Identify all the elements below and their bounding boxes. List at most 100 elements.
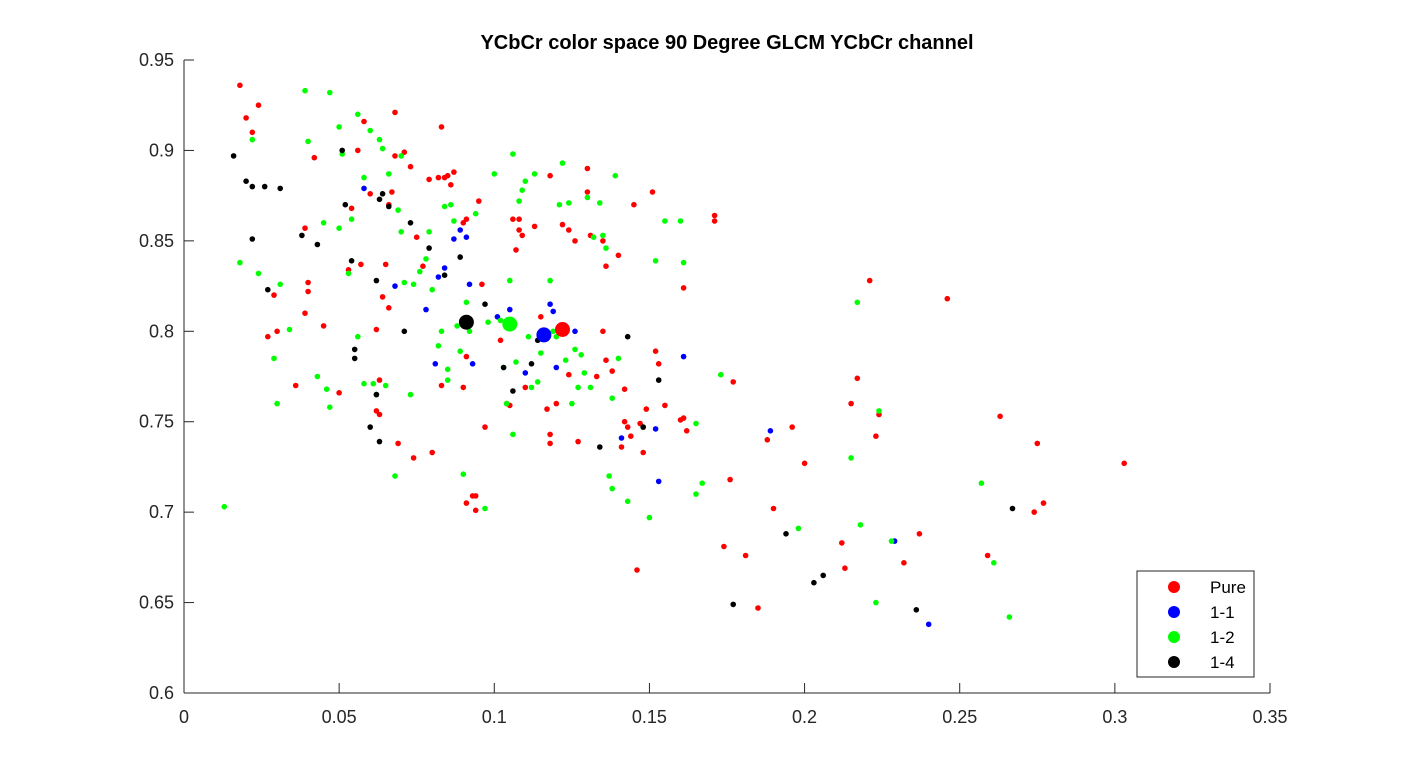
point-1-4-3 (249, 236, 256, 242)
point-Pure-65 (519, 232, 525, 239)
point-1-2-105 (693, 491, 699, 497)
point-1-2-62 (510, 431, 516, 438)
point-1-4-18 (376, 196, 383, 203)
point-1-2-102 (662, 218, 668, 224)
point-1-1-1 (392, 283, 398, 289)
point-Pure-111 (730, 379, 736, 385)
point-1-2-54 (472, 210, 479, 217)
point-Pure-46 (451, 169, 457, 175)
point-1-4-19 (379, 191, 386, 197)
point-1-2-29 (382, 382, 389, 389)
point-1-2-101 (652, 258, 659, 264)
point-1-4-34 (655, 377, 662, 383)
point-1-2-95 (609, 395, 615, 402)
legend-marker-1-1 (1168, 606, 1180, 618)
point-Pure-128 (984, 552, 991, 559)
y-tick-label: 0.85 (139, 231, 174, 251)
point-Pure-109 (721, 543, 727, 550)
point-1-2-117 (991, 560, 997, 566)
point-Pure-125 (901, 560, 907, 566)
point-Pure-51 (463, 500, 470, 506)
point-Pure-57 (482, 424, 488, 430)
point-Pure-102 (662, 402, 668, 409)
point-Pure-11 (302, 310, 308, 317)
y-tick-label: 0.95 (139, 50, 174, 70)
point-Pure-112 (742, 552, 749, 559)
point-1-2-103 (677, 218, 684, 224)
point-1-2-37 (410, 281, 417, 288)
point-1-2-36 (407, 391, 414, 398)
y-tick-label: 0.65 (139, 593, 174, 613)
point-1-2-69 (528, 384, 535, 391)
point-Pure-86 (603, 357, 609, 364)
legend-marker-1-4 (1168, 656, 1180, 668)
point-Pure-62 (513, 247, 519, 253)
point-1-4-2 (249, 183, 256, 190)
point-1-2-9 (305, 138, 311, 145)
point-1-2-63 (510, 151, 516, 157)
point-1-2-109 (795, 525, 802, 532)
point-Pure-83 (600, 238, 606, 244)
point-Pure-29 (389, 189, 395, 195)
point-1-2-81 (566, 200, 572, 206)
point-1-4-23 (426, 245, 432, 251)
point-Pure-120 (848, 400, 854, 407)
point-1-2-104 (680, 259, 687, 266)
point-1-2-23 (361, 174, 367, 181)
point-1-2-78 (559, 160, 566, 166)
point-Pure-47 (460, 384, 467, 391)
point-Pure-68 (538, 314, 544, 320)
mean-point-1-2 (502, 316, 518, 332)
point-1-1-2 (423, 306, 429, 313)
point-Pure-53 (472, 493, 479, 499)
point-Pure-131 (1034, 440, 1041, 447)
point-1-2-110 (848, 455, 854, 461)
point-Pure-19 (361, 118, 367, 125)
point-1-2-90 (597, 200, 603, 206)
point-1-2-86 (581, 370, 588, 376)
point-1-4-37 (811, 579, 817, 586)
point-1-2-44 (441, 203, 448, 210)
point-1-2-20 (355, 111, 361, 118)
point-Pure-5 (271, 292, 277, 298)
point-Pure-37 (420, 263, 426, 270)
point-Pure-73 (553, 400, 560, 407)
point-Pure-1 (243, 115, 249, 121)
point-Pure-54 (472, 507, 479, 514)
point-Pure-78 (575, 438, 581, 445)
point-Pure-99 (649, 189, 656, 195)
point-1-1-16 (553, 364, 560, 371)
point-1-4-11 (348, 258, 355, 264)
point-1-4-28 (510, 388, 516, 394)
point-1-2-77 (556, 201, 563, 208)
point-Pure-34 (407, 163, 414, 170)
point-Pure-18 (358, 261, 364, 268)
plot-area (221, 82, 1127, 628)
point-1-2-93 (606, 473, 612, 479)
point-Pure-118 (839, 540, 845, 546)
point-1-2-39 (423, 256, 429, 262)
point-1-2-70 (531, 171, 538, 177)
point-Pure-110 (727, 476, 733, 483)
point-1-4-36 (783, 531, 789, 537)
point-1-4-21 (401, 328, 408, 335)
point-Pure-101 (655, 361, 662, 367)
point-Pure-80 (584, 189, 591, 195)
point-Pure-115 (770, 505, 777, 512)
point-1-4-12 (351, 346, 358, 353)
point-1-2-2 (249, 136, 256, 143)
point-Pure-107 (711, 212, 718, 219)
point-Pure-94 (631, 201, 637, 208)
point-Pure-132 (1040, 500, 1047, 506)
point-Pure-56 (479, 281, 485, 288)
point-Pure-122 (866, 277, 873, 284)
point-1-4-26 (482, 301, 488, 308)
point-Pure-17 (355, 147, 361, 154)
point-1-4-27 (500, 364, 507, 371)
point-1-2-67 (522, 178, 529, 184)
point-1-4-15 (373, 391, 380, 398)
point-Pure-50 (463, 353, 470, 360)
point-Pure-49 (463, 216, 470, 222)
point-1-4-33 (640, 424, 646, 430)
point-1-1-20 (655, 478, 662, 485)
